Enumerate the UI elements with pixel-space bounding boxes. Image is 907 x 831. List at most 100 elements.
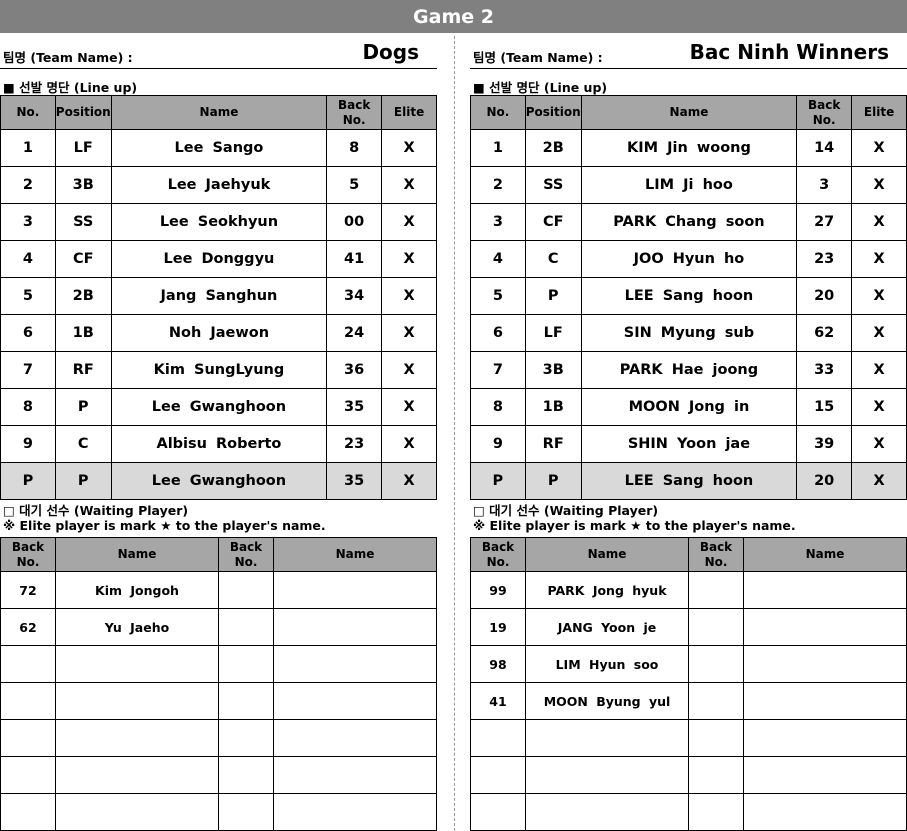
lineup-cell-name[interactable]: Kim SungLyung bbox=[110, 351, 328, 389]
lineup-cell-back-no[interactable]: 39 bbox=[796, 425, 853, 463]
lineup-cell-position[interactable]: P bbox=[524, 462, 582, 500]
lineup-cell-back-no[interactable]: 5 bbox=[326, 166, 383, 204]
lineup-cell-name[interactable]: Lee Gwanghoon bbox=[110, 462, 328, 500]
lineup-cell-back-no[interactable]: 15 bbox=[796, 388, 853, 426]
lineup-cell-name[interactable]: SHIN Yoon jae bbox=[580, 425, 798, 463]
waiting-cell-name[interactable] bbox=[55, 682, 219, 720]
lineup-cell-no[interactable]: 8 bbox=[470, 388, 526, 426]
lineup-cell-position[interactable]: 2B bbox=[524, 129, 582, 167]
waiting-cell-back-no-2[interactable] bbox=[688, 645, 744, 683]
lineup-cell-no[interactable]: 3 bbox=[0, 203, 56, 241]
lineup-cell-name[interactable]: Lee Seokhyun bbox=[110, 203, 328, 241]
lineup-cell-no[interactable]: 5 bbox=[0, 277, 56, 315]
lineup-cell-name[interactable]: SIN Myung sub bbox=[580, 314, 798, 352]
waiting-cell-name[interactable]: Yu Jaeho bbox=[55, 608, 219, 646]
lineup-cell-elite[interactable]: X bbox=[851, 277, 907, 315]
lineup-cell-back-no[interactable]: 33 bbox=[796, 351, 853, 389]
waiting-cell-back-no[interactable] bbox=[0, 645, 56, 683]
lineup-cell-no[interactable]: 4 bbox=[0, 240, 56, 278]
waiting-cell-back-no[interactable] bbox=[470, 756, 526, 794]
lineup-cell-back-no[interactable]: 3 bbox=[796, 166, 853, 204]
lineup-cell-position[interactable]: SS bbox=[54, 203, 112, 241]
waiting-cell-back-no[interactable]: 41 bbox=[470, 682, 526, 720]
lineup-cell-no[interactable]: 6 bbox=[470, 314, 526, 352]
lineup-cell-elite[interactable]: X bbox=[381, 129, 437, 167]
lineup-cell-no[interactable]: 9 bbox=[0, 425, 56, 463]
lineup-cell-no[interactable]: 1 bbox=[470, 129, 526, 167]
lineup-cell-back-no[interactable]: 24 bbox=[326, 314, 383, 352]
waiting-cell-back-no[interactable] bbox=[470, 719, 526, 757]
lineup-cell-name[interactable]: LIM Ji hoo bbox=[580, 166, 798, 204]
waiting-cell-name[interactable] bbox=[525, 756, 689, 794]
waiting-cell-back-no-2[interactable] bbox=[218, 719, 274, 757]
waiting-cell-name-2[interactable] bbox=[743, 571, 907, 609]
waiting-cell-back-no-2[interactable] bbox=[218, 756, 274, 794]
waiting-cell-name-2[interactable] bbox=[273, 756, 437, 794]
lineup-cell-no[interactable]: 7 bbox=[0, 351, 56, 389]
waiting-cell-back-no[interactable]: 19 bbox=[470, 608, 526, 646]
lineup-cell-back-no[interactable]: 34 bbox=[326, 277, 383, 315]
waiting-cell-name-2[interactable] bbox=[743, 756, 907, 794]
lineup-cell-back-no[interactable]: 23 bbox=[796, 240, 853, 278]
lineup-cell-back-no[interactable]: 62 bbox=[796, 314, 853, 352]
waiting-cell-name[interactable] bbox=[525, 719, 689, 757]
lineup-cell-position[interactable]: C bbox=[524, 240, 582, 278]
lineup-cell-position[interactable]: RF bbox=[54, 351, 112, 389]
waiting-cell-back-no-2[interactable] bbox=[688, 608, 744, 646]
lineup-cell-back-no[interactable]: 35 bbox=[326, 462, 383, 500]
lineup-cell-no[interactable]: 4 bbox=[470, 240, 526, 278]
lineup-cell-position[interactable]: RF bbox=[524, 425, 582, 463]
waiting-cell-name-2[interactable] bbox=[273, 608, 437, 646]
lineup-cell-name[interactable]: Lee Gwanghoon bbox=[110, 388, 328, 426]
lineup-cell-no[interactable]: 9 bbox=[470, 425, 526, 463]
lineup-cell-no[interactable]: 2 bbox=[470, 166, 526, 204]
lineup-cell-no[interactable]: 3 bbox=[470, 203, 526, 241]
lineup-cell-back-no[interactable]: 20 bbox=[796, 277, 853, 315]
lineup-cell-no[interactable]: 7 bbox=[470, 351, 526, 389]
lineup-cell-name[interactable]: Lee Sango bbox=[110, 129, 328, 167]
lineup-cell-no[interactable]: P bbox=[0, 462, 56, 500]
waiting-cell-name-2[interactable] bbox=[743, 793, 907, 831]
lineup-cell-elite[interactable]: X bbox=[381, 314, 437, 352]
waiting-cell-back-no-2[interactable] bbox=[688, 793, 744, 831]
lineup-cell-back-no[interactable]: 20 bbox=[796, 462, 853, 500]
waiting-cell-back-no-2[interactable] bbox=[688, 682, 744, 720]
lineup-cell-elite[interactable]: X bbox=[851, 129, 907, 167]
lineup-cell-elite[interactable]: X bbox=[381, 351, 437, 389]
lineup-cell-name[interactable]: Lee Donggyu bbox=[110, 240, 328, 278]
lineup-cell-position[interactable]: LF bbox=[54, 129, 112, 167]
lineup-cell-back-no[interactable]: 23 bbox=[326, 425, 383, 463]
waiting-cell-back-no-2[interactable] bbox=[688, 756, 744, 794]
waiting-cell-back-no[interactable]: 98 bbox=[470, 645, 526, 683]
lineup-cell-position[interactable]: 3B bbox=[524, 351, 582, 389]
waiting-cell-name[interactable]: MOON Byung yul bbox=[525, 682, 689, 720]
lineup-cell-elite[interactable]: X bbox=[381, 166, 437, 204]
waiting-cell-name[interactable]: Kim Jongoh bbox=[55, 571, 219, 609]
lineup-cell-position[interactable]: P bbox=[524, 277, 582, 315]
lineup-cell-name[interactable]: JOO Hyun ho bbox=[580, 240, 798, 278]
waiting-cell-name-2[interactable] bbox=[273, 571, 437, 609]
lineup-cell-elite[interactable]: X bbox=[381, 462, 437, 500]
waiting-cell-name[interactable]: PARK Jong hyuk bbox=[525, 571, 689, 609]
lineup-cell-elite[interactable]: X bbox=[851, 425, 907, 463]
lineup-cell-no[interactable]: 1 bbox=[0, 129, 56, 167]
waiting-cell-back-no-2[interactable] bbox=[688, 571, 744, 609]
lineup-cell-position[interactable]: 2B bbox=[54, 277, 112, 315]
waiting-cell-name-2[interactable] bbox=[743, 682, 907, 720]
waiting-cell-name-2[interactable] bbox=[273, 719, 437, 757]
lineup-cell-elite[interactable]: X bbox=[851, 166, 907, 204]
waiting-cell-back-no-2[interactable] bbox=[688, 719, 744, 757]
waiting-cell-name[interactable]: LIM Hyun soo bbox=[525, 645, 689, 683]
lineup-cell-no[interactable]: P bbox=[470, 462, 526, 500]
waiting-cell-back-no-2[interactable] bbox=[218, 645, 274, 683]
lineup-cell-name[interactable]: Lee Jaehyuk bbox=[110, 166, 328, 204]
lineup-cell-name[interactable]: PARK Hae joong bbox=[580, 351, 798, 389]
lineup-cell-back-no[interactable]: 36 bbox=[326, 351, 383, 389]
lineup-cell-no[interactable]: 6 bbox=[0, 314, 56, 352]
lineup-cell-name[interactable]: Noh Jaewon bbox=[110, 314, 328, 352]
waiting-cell-name-2[interactable] bbox=[273, 645, 437, 683]
waiting-cell-back-no[interactable]: 72 bbox=[0, 571, 56, 609]
lineup-cell-back-no[interactable]: 8 bbox=[326, 129, 383, 167]
lineup-cell-back-no[interactable]: 35 bbox=[326, 388, 383, 426]
waiting-cell-back-no[interactable] bbox=[0, 793, 56, 831]
